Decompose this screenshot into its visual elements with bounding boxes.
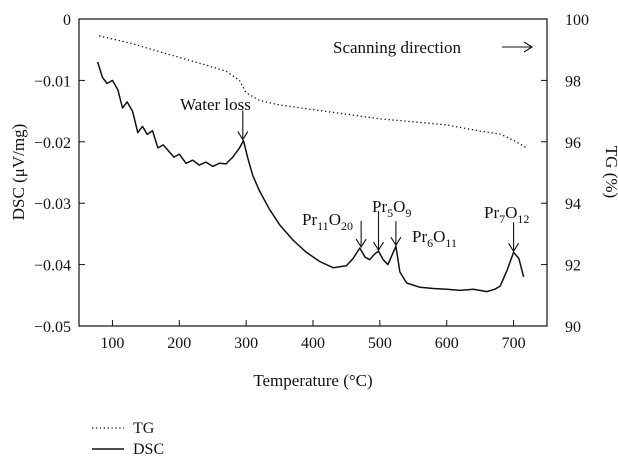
x-tick-label: 200 [167,335,191,352]
x-tick-label: 700 [502,335,526,352]
legend-dsc-label: DSC [133,441,164,458]
annotation-arrow-head [390,236,402,247]
y-right-tick-label: 90 [565,319,581,336]
y-axis-right-ticks: 100 98 96 94 92 90 [541,12,589,336]
y-left-tick-label: −0.05 [34,319,71,336]
legend: TG DSC [92,420,164,458]
y-right-tick-label: 100 [565,12,589,29]
y-axis-right-label: TG (%) [602,146,618,198]
annotation-label-pr6: Pr6O11 [412,227,457,250]
x-tick-label: 300 [234,335,258,352]
x-tick-label: 600 [435,335,459,352]
x-tick-label: 500 [368,335,392,352]
x-tick-label: 400 [301,335,325,352]
series-layer [96,35,528,293]
annotation-arrow-head [355,238,367,249]
scanning-direction-annotation: Scanning direction [333,38,534,57]
x-axis-label: Temperature (°C) [253,371,372,390]
y-left-tick-label: −0.04 [34,258,71,275]
y-left-tick-label: −0.03 [34,196,71,213]
annotation-label-pr5: Pr5O9 [372,197,411,220]
x-tick-label: 100 [100,335,124,352]
y-axis-left-ticks: 0 −0.01 −0.02 −0.03 −0.04 −0.05 [34,12,85,336]
y-right-tick-label: 94 [565,196,581,213]
y-right-tick-label: 92 [565,258,581,275]
y-right-tick-label: 98 [565,73,581,90]
series-dsc-line [96,61,525,293]
y-right-tick-label: 96 [565,135,581,152]
scanning-direction-arrow-head [523,41,534,53]
annotation-arrow-head [508,243,520,253]
y-left-tick-label: 0 [63,12,71,29]
plot-frame [78,18,548,327]
annotation-label-pr11: Pr11O20 [302,210,353,233]
annotation-arrow-head [237,131,249,141]
y-left-tick-label: −0.01 [34,73,71,90]
x-axis-ticks: 100 200 300 400 500 600 700 [100,320,526,352]
scanning-direction-label: Scanning direction [333,38,461,57]
y-axis-left-label: DSC (μV/mg) [9,124,28,220]
annotation-label-water: Water loss [180,95,251,114]
annotation-label-pr7: Pr7O12 [484,203,529,226]
legend-tg-label: TG [133,420,155,437]
series-tg-line [98,35,528,149]
y-left-tick-label: −0.02 [34,135,71,152]
annotation-arrow-head [373,241,384,252]
